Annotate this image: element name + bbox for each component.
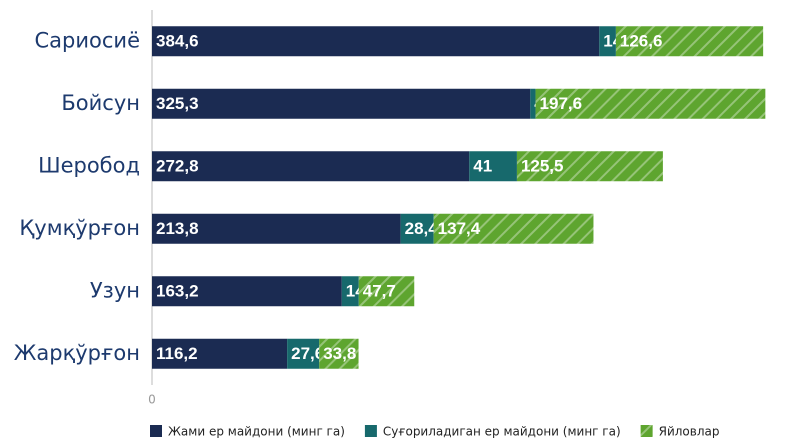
value-label: 33,8 bbox=[323, 344, 356, 363]
legend-label: Яйловлар bbox=[659, 425, 720, 439]
bar-segment bbox=[469, 151, 517, 182]
bar-segment bbox=[599, 26, 616, 57]
category-label: Шеробод bbox=[38, 153, 140, 177]
bar-segment bbox=[615, 26, 764, 57]
bar-segment bbox=[152, 213, 401, 244]
value-label: 27,6 bbox=[291, 344, 324, 363]
bar-segment bbox=[152, 338, 288, 369]
category-label: Сариосиё bbox=[35, 28, 140, 52]
x-tick-label: 0 bbox=[148, 393, 156, 407]
bar-segment bbox=[287, 338, 320, 369]
value-label: 272,8 bbox=[156, 157, 199, 176]
legend-swatch bbox=[640, 425, 653, 437]
legend-swatch bbox=[364, 425, 377, 437]
value-label: 41 bbox=[473, 157, 492, 176]
value-label: 47,7 bbox=[363, 282, 396, 301]
bar-segment bbox=[433, 213, 594, 244]
category-label: Бойсун bbox=[61, 91, 140, 115]
bar-segment bbox=[152, 26, 600, 57]
bar-segment bbox=[152, 88, 531, 119]
legend-label: Суғориладиган ер майдони (минг га) bbox=[383, 425, 621, 439]
legend-label: Жами ер майдони (минг га) bbox=[168, 425, 345, 439]
value-label: 126,6 bbox=[620, 32, 663, 51]
bar-segment bbox=[400, 213, 434, 244]
value-label: 213,8 bbox=[156, 219, 199, 238]
value-label: 197,6 bbox=[540, 94, 583, 113]
bar-segment bbox=[530, 88, 536, 119]
bar-segment bbox=[152, 276, 342, 307]
value-label: 28,4 bbox=[405, 219, 439, 238]
bar-segment bbox=[535, 88, 766, 119]
value-label: 325,3 bbox=[156, 94, 199, 113]
bar-segment bbox=[358, 276, 415, 307]
bar-segment bbox=[152, 151, 470, 182]
bar-segment bbox=[319, 338, 359, 369]
legend-swatch bbox=[150, 425, 162, 437]
value-label: 125,5 bbox=[521, 157, 564, 176]
category-label: Қумқўрғон bbox=[19, 216, 140, 240]
value-label: 163,2 bbox=[156, 282, 199, 301]
value-label: 116,2 bbox=[156, 344, 198, 363]
value-label: 137,4 bbox=[438, 219, 481, 238]
value-label: 384,6 bbox=[156, 32, 199, 51]
bar-segment bbox=[341, 276, 359, 307]
bar-segment bbox=[516, 151, 663, 182]
category-label: Жарқўрғон bbox=[14, 341, 140, 365]
category-label: Узун bbox=[90, 278, 140, 302]
